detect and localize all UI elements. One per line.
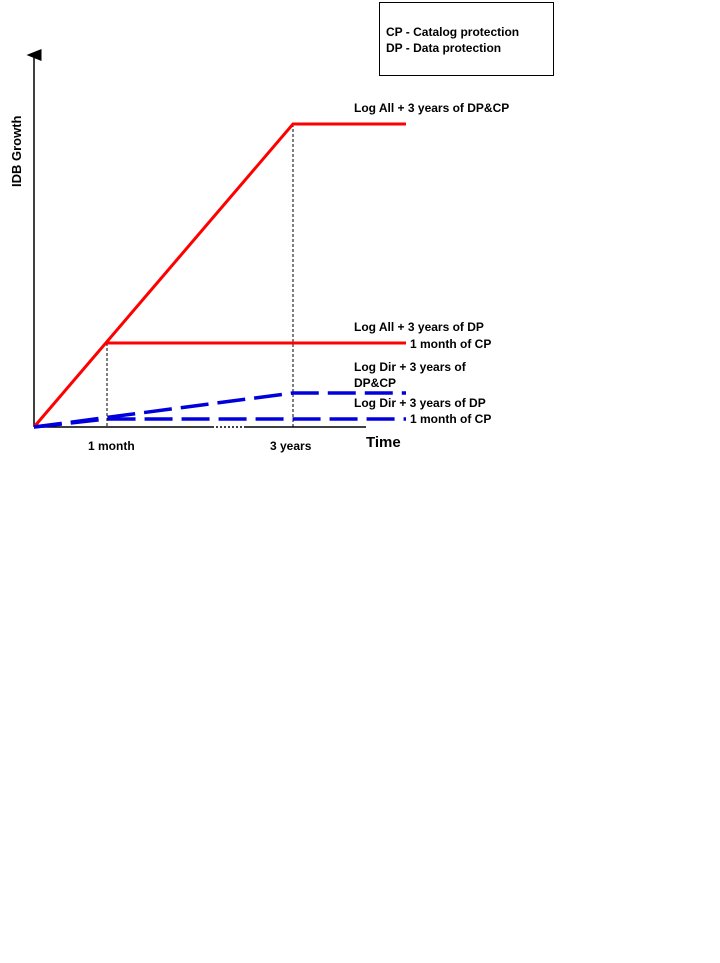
label-log-all-dp-line2: 1 month of CP bbox=[410, 337, 491, 351]
series-log-all-dpcp bbox=[32, 122, 406, 428]
legend-item-cp: CP - Catalog protection bbox=[386, 25, 520, 39]
legend-item-dp: DP - Data protection bbox=[386, 41, 502, 55]
legend-box: CP - Catalog protection DP - Data protec… bbox=[379, 2, 554, 76]
y-axis-title: IDB Growth bbox=[9, 115, 24, 187]
tick-label-3-years: 3 years bbox=[270, 439, 312, 453]
label-log-dir-dp-line2: 1 month of CP bbox=[410, 412, 491, 426]
label-log-dir-dp-line1: Log Dir + 3 years of DP bbox=[354, 396, 486, 410]
x-axis-title: Time bbox=[366, 434, 401, 451]
label-log-dir-dpcp-line1: Log Dir + 3 years of bbox=[354, 360, 467, 374]
series-log-dir-dpcp bbox=[33, 391, 406, 429]
label-log-all-dp-line1: Log All + 3 years of DP bbox=[354, 320, 484, 334]
label-log-dir-dpcp-line2: DP&CP bbox=[354, 376, 396, 390]
label-log-all-dpcp: Log All + 3 years of DP&CP bbox=[354, 101, 509, 115]
series-log-dir-dp bbox=[33, 417, 406, 429]
tick-label-1-month: 1 month bbox=[88, 439, 135, 453]
